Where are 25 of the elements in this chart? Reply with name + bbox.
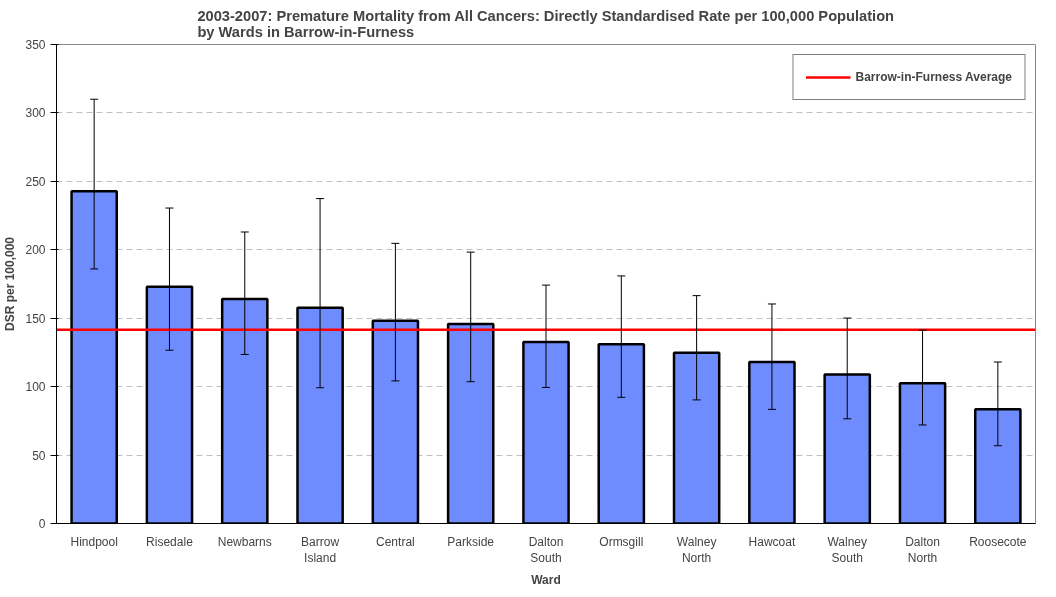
x-tick-label: Walney North <box>676 534 717 566</box>
x-tick-label: Barrow Island <box>301 534 340 566</box>
y-tick-label: 200 <box>25 243 46 258</box>
x-tick-label: Central <box>376 534 415 549</box>
y-tick-label: 0 <box>38 517 46 531</box>
x-tick-label: Dalton South <box>528 534 564 566</box>
y-axis-title: DSR per 100,000 <box>3 236 18 332</box>
x-tick-label: Walney South <box>827 534 868 566</box>
y-tick-label: 50 <box>32 448 46 463</box>
x-tick-label: Newbarns <box>217 534 272 549</box>
y-tick-label: 350 <box>25 38 46 52</box>
legend-label: Barrow-in-Furness Average <box>855 70 1012 84</box>
y-tick-label: 100 <box>25 380 46 395</box>
x-axis-title: Ward <box>531 573 561 588</box>
x-tick-label: Risedale <box>146 534 194 549</box>
x-tick-label: Hawcoat <box>748 534 796 549</box>
y-tick-label: 150 <box>25 311 46 326</box>
x-tick-label: Ormsgill <box>599 534 644 549</box>
y-tick-label: 300 <box>25 106 46 121</box>
y-tick-label: 250 <box>25 174 46 189</box>
x-tick-label: Roosecote <box>969 534 1027 549</box>
x-tick-label: Parkside <box>447 534 495 549</box>
chart-title: 2003-2007: Premature Mortality from All Cancers: Directly Standardised Rate per 100,000 Population by Wards in Barrow-in-Furness <box>197 7 895 40</box>
x-tick-label: Dalton North <box>905 534 940 566</box>
x-tick-label: Hindpool <box>70 534 118 549</box>
